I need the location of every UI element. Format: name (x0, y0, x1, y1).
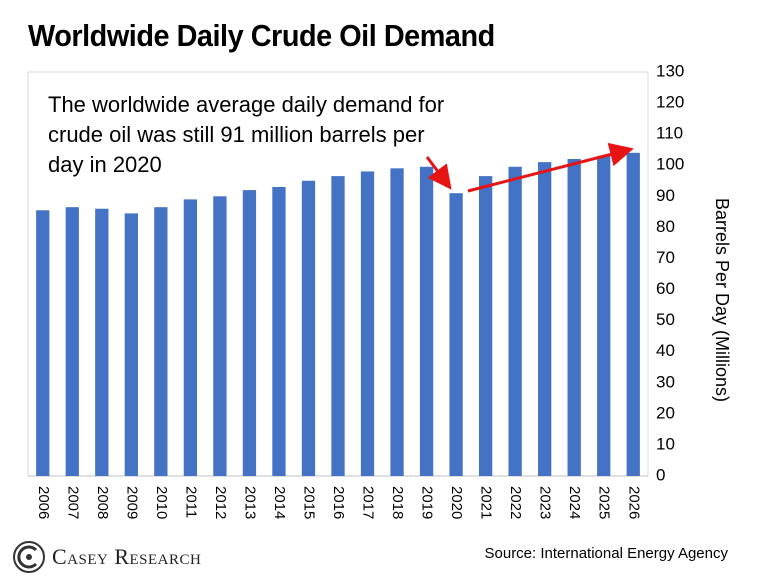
bar-2013 (242, 190, 257, 477)
x-tick-label-2017: 2017 (360, 486, 377, 519)
y-axis-label: Barrels Per Day (Millions) (712, 198, 732, 402)
bar-2014 (272, 186, 286, 476)
bar-2025 (597, 155, 611, 476)
x-tick-label-2014: 2014 (271, 486, 288, 519)
x-tick-label-2026: 2026 (625, 486, 642, 519)
y-tick-label-70: 70 (656, 248, 675, 267)
x-tick-label-2009: 2009 (123, 486, 140, 519)
bar-2020 (449, 193, 463, 476)
y-tick-label-130: 130 (656, 61, 684, 80)
x-tick-label-2022: 2022 (507, 486, 524, 519)
y-tick-label-50: 50 (656, 310, 675, 329)
y-tick-label-40: 40 (656, 341, 675, 360)
bar-2015 (301, 180, 316, 476)
y-tick-label-90: 90 (656, 186, 675, 205)
x-tick-label-2020: 2020 (448, 486, 465, 519)
bar-2024 (567, 159, 581, 476)
x-tick-label-2012: 2012 (212, 486, 229, 519)
trend-arrow (467, 142, 634, 193)
annotation-line-1: The worldwide average daily demand for (48, 92, 444, 117)
y-tick-label-30: 30 (656, 372, 675, 391)
y-tick-label-80: 80 (656, 217, 675, 236)
x-tick-label-2021: 2021 (478, 486, 495, 519)
bar-2023 (538, 162, 552, 476)
x-tick-label-2019: 2019 (419, 486, 436, 519)
annotation-line-2: crude oil was still 91 million barrels p… (48, 122, 425, 147)
annotation-text: The worldwide average daily demand for cr… (48, 92, 444, 177)
x-tick-label-2008: 2008 (94, 486, 111, 519)
y-tick-label-0: 0 (656, 465, 665, 484)
bar-2006 (36, 210, 50, 477)
bar-chart: 2006 2007 2008 2009 2010 2011 2012 2013 2014 2015… (27, 61, 732, 519)
x-tick-label-2007: 2007 (64, 486, 81, 519)
x-tick-label-2013: 2013 (241, 486, 258, 519)
bar-2019 (419, 166, 434, 477)
bar-2008 (95, 208, 109, 476)
y-tick-label-10: 10 (656, 434, 675, 453)
bar-2017 (360, 171, 375, 476)
bar-2021 (478, 176, 493, 476)
y-tick-label-20: 20 (656, 403, 675, 422)
logo-emblem-icon (13, 541, 45, 573)
bar-2010 (154, 207, 168, 476)
y-tick-label-60: 60 (656, 279, 675, 298)
bar-2011 (183, 199, 198, 476)
x-tick-label-2006: 2006 (35, 486, 52, 519)
x-tick-label-2010: 2010 (153, 486, 170, 519)
x-tick-label-2023: 2023 (537, 486, 554, 519)
annotation-line-3: day in 2020 (48, 152, 162, 177)
chart-title: Worldwide Daily Crude Oil Demand (28, 18, 495, 53)
bar-2009 (124, 213, 138, 476)
bar-2022 (508, 166, 522, 477)
bar-series (36, 152, 640, 477)
bar-2026 (626, 152, 640, 477)
y-tick-label-100: 100 (656, 155, 684, 174)
y-tick-labels: 0 10 20 30 40 50 60 70 80 90 100 110 120 130 (656, 61, 684, 484)
source-note: Source: International Energy Agency (484, 545, 729, 562)
x-tick-label-2018: 2018 (389, 486, 406, 519)
annotation-arrow-down (425, 156, 452, 190)
y-tick-label-110: 110 (656, 124, 683, 143)
x-tick-labels: 2006 2007 2008 2009 2010 2011 2012 2013 2014 2015… (35, 486, 642, 519)
x-tick-label-2024: 2024 (566, 486, 583, 519)
x-tick-label-2011: 2011 (182, 486, 199, 518)
bar-2018 (390, 168, 404, 477)
bar-2016 (331, 176, 345, 476)
x-tick-label-2016: 2016 (330, 486, 347, 519)
logo-brand-text: Casey Research (52, 544, 202, 569)
x-tick-label-2025: 2025 (596, 486, 613, 519)
casey-research-logo: Casey Research (12, 538, 201, 576)
x-tick-label-2015: 2015 (301, 486, 318, 519)
bar-2012 (213, 196, 227, 477)
bar-2007 (65, 207, 79, 476)
y-tick-label-120: 120 (656, 93, 684, 112)
